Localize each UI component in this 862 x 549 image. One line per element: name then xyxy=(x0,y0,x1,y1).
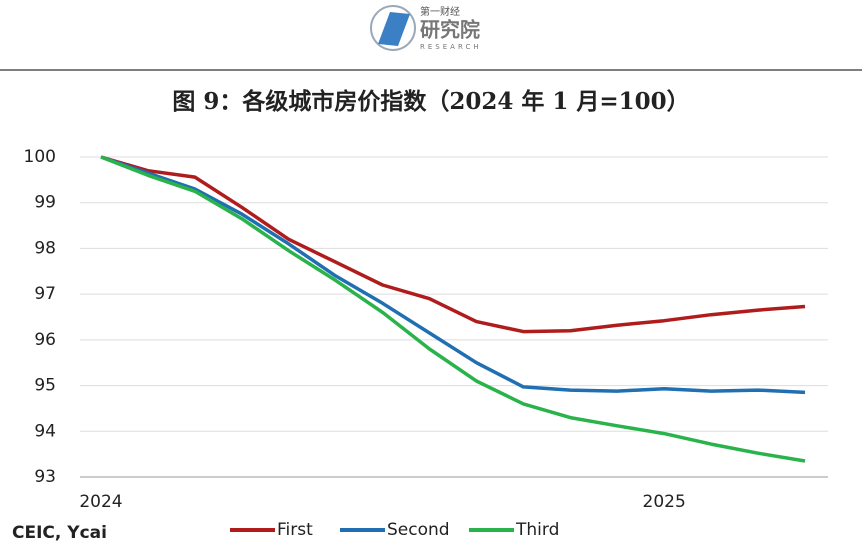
series-line xyxy=(100,155,806,334)
logo-top: 第一财经 xyxy=(420,5,460,18)
y-tick-label: 98 xyxy=(34,238,56,258)
series-line xyxy=(100,155,806,395)
chart-title: 图 9：各级城市房价指数（2024 年 1 月=100） xyxy=(172,88,689,115)
legend-label: Second xyxy=(387,520,450,540)
y-tick-label: 99 xyxy=(34,193,56,213)
x-tick-label: 2025 xyxy=(643,492,686,512)
logo-mark xyxy=(378,12,410,46)
legend-label: First xyxy=(277,520,313,540)
logo: 第一财经 研究院 RESEARCH xyxy=(370,5,482,51)
logo-main: 研究院 xyxy=(420,18,480,42)
logo-sub: RESEARCH xyxy=(420,43,482,51)
source: CEIC, Ycai xyxy=(12,523,107,543)
y-tick-label: 94 xyxy=(34,421,56,441)
y-tick-label: 96 xyxy=(34,330,56,350)
legend-label: Third xyxy=(515,520,559,540)
series-line xyxy=(100,155,806,463)
y-tick-label: 95 xyxy=(34,376,56,396)
y-tick-label: 97 xyxy=(34,284,56,304)
y-tick-label: 93 xyxy=(34,467,56,487)
x-tick-label: 2024 xyxy=(79,492,122,512)
y-tick-label: 100 xyxy=(24,147,56,167)
